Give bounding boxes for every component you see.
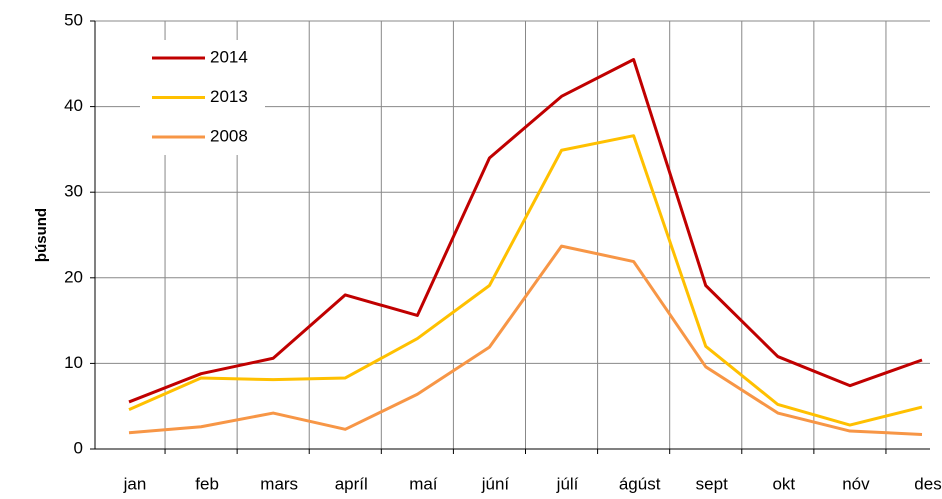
x-tick-label: sept <box>696 474 728 493</box>
y-axis-label: þúsund <box>33 208 50 262</box>
x-tick-label: feb <box>195 474 219 493</box>
y-tick-label: 40 <box>64 96 83 115</box>
legend-label: 2013 <box>210 87 248 106</box>
x-tick-label: júlí <box>556 474 579 493</box>
x-tick-label: maí <box>409 474 438 493</box>
x-tick-label: ágúst <box>619 474 661 493</box>
x-tick-label: mars <box>260 474 298 493</box>
x-tick-label: júní <box>481 474 510 493</box>
y-tick-label: 50 <box>64 10 83 29</box>
series-line <box>128 244 923 436</box>
series-line <box>128 134 923 427</box>
x-tick-label: jan <box>123 474 147 493</box>
y-tick-label: 10 <box>64 353 83 372</box>
series-line <box>128 58 923 404</box>
x-tick-label: apríl <box>335 474 368 493</box>
y-tick-label: 0 <box>74 438 83 457</box>
x-tick-label: nóv <box>842 474 870 493</box>
y-tick-label: 20 <box>64 267 83 286</box>
legend-label: 2014 <box>210 47 248 66</box>
x-tick-label: okt <box>772 474 795 493</box>
y-tick-label: 30 <box>64 182 83 201</box>
legend-label: 2008 <box>210 126 248 145</box>
x-tick-label: des <box>914 474 941 493</box>
